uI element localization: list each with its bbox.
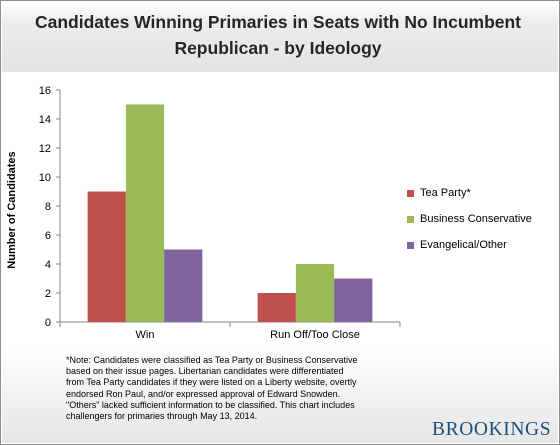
legend-item-business-conservative: Business Conservative <box>407 212 532 226</box>
legend-label-tea-party: Tea Party* <box>420 187 471 199</box>
y-tick-label: 0 <box>45 317 51 329</box>
legend-label-business-conservative: Business Conservative <box>420 213 532 225</box>
y-tick-label: 6 <box>45 230 51 242</box>
legend-label-evangelical-other: Evangelical/Other <box>420 239 507 251</box>
footnote: *Note: Candidates were classified as Tea… <box>66 355 426 422</box>
x-axis: Win Run Off/Too Close <box>59 321 401 341</box>
chart-title-line-2: Republican - by Ideology <box>174 38 382 58</box>
bars <box>87 104 373 322</box>
bar <box>295 264 335 322</box>
bar <box>87 191 126 322</box>
note-band <box>2 348 558 443</box>
legend-swatch-tea-party <box>407 189 414 197</box>
chart-title: Candidates Winning Primaries in Seats wi… <box>0 9 556 61</box>
footnote-line: based on their issue pages. Libertarian … <box>66 366 344 377</box>
legend-item-tea-party: Tea Party* <box>407 186 532 200</box>
y-tick-label: 16 <box>39 85 51 97</box>
y-tick-label: 4 <box>45 259 51 271</box>
y-tick-label: 8 <box>45 201 51 213</box>
x-tick-label: Run Off/Too Close <box>270 329 360 341</box>
bar <box>334 278 373 322</box>
y-tick-label: 14 <box>39 114 51 126</box>
legend: Tea Party* Business Conservative Evangel… <box>407 186 532 264</box>
footnote-line: "Others" lacked sufficient information t… <box>66 399 355 410</box>
y-axis: 0 2 4 6 8 10 12 14 16 <box>39 85 61 329</box>
footnote-line: challengers for primaries through May 13… <box>66 411 258 422</box>
brookings-logo: BROOKINGS <box>432 419 552 440</box>
footnote-line: *Note: Candidates were classified as Tea… <box>66 355 358 365</box>
footnote-line: from Tea Party candidates if they were l… <box>66 377 357 388</box>
footnote-line: endorsed Ron Paul, and/or expressed appr… <box>66 388 341 399</box>
bar <box>125 104 165 322</box>
y-tick-label: 2 <box>45 288 51 300</box>
bar <box>257 293 296 322</box>
title-band <box>2 2 558 72</box>
y-tick-label: 10 <box>39 172 51 184</box>
legend-swatch-business-conservative <box>407 215 414 223</box>
legend-item-evangelical-other: Evangelical/Other <box>407 238 532 252</box>
chart-title-line-1: Candidates Winning Primaries in Seats wi… <box>34 12 522 32</box>
x-tick-label: Win <box>136 329 155 341</box>
y-axis-label: Number of Candidates <box>6 151 18 269</box>
y-tick-label: 12 <box>39 143 51 155</box>
bar <box>164 249 203 322</box>
legend-swatch-evangelical-other <box>407 241 414 249</box>
